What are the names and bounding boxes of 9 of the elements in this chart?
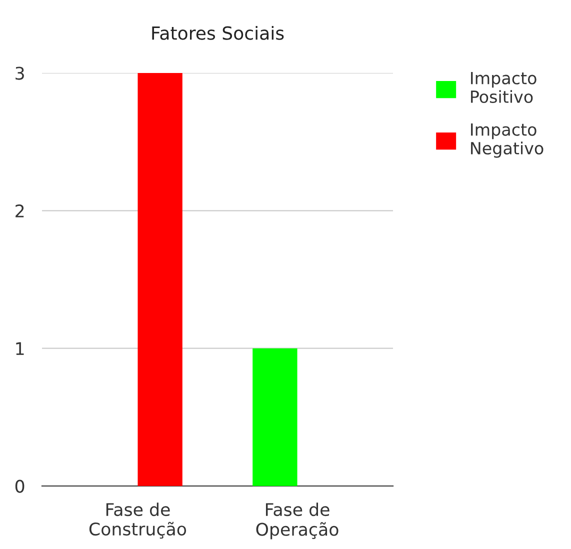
legend-label: Impacto Positivo	[471, 72, 536, 104]
y-tick-label: 1	[16, 342, 24, 355]
y-tick-label: 3	[16, 66, 24, 80]
y-tick-label: 2	[16, 204, 24, 218]
chart-title: Fatores Sociais	[152, 26, 284, 40]
x-tick-label: Fase de Construção	[89, 502, 186, 539]
legend-label: Impacto Negativo	[471, 123, 544, 158]
y-tick-label: 0	[15, 480, 24, 493]
x-tick-label: Fase de Operação	[256, 502, 338, 540]
